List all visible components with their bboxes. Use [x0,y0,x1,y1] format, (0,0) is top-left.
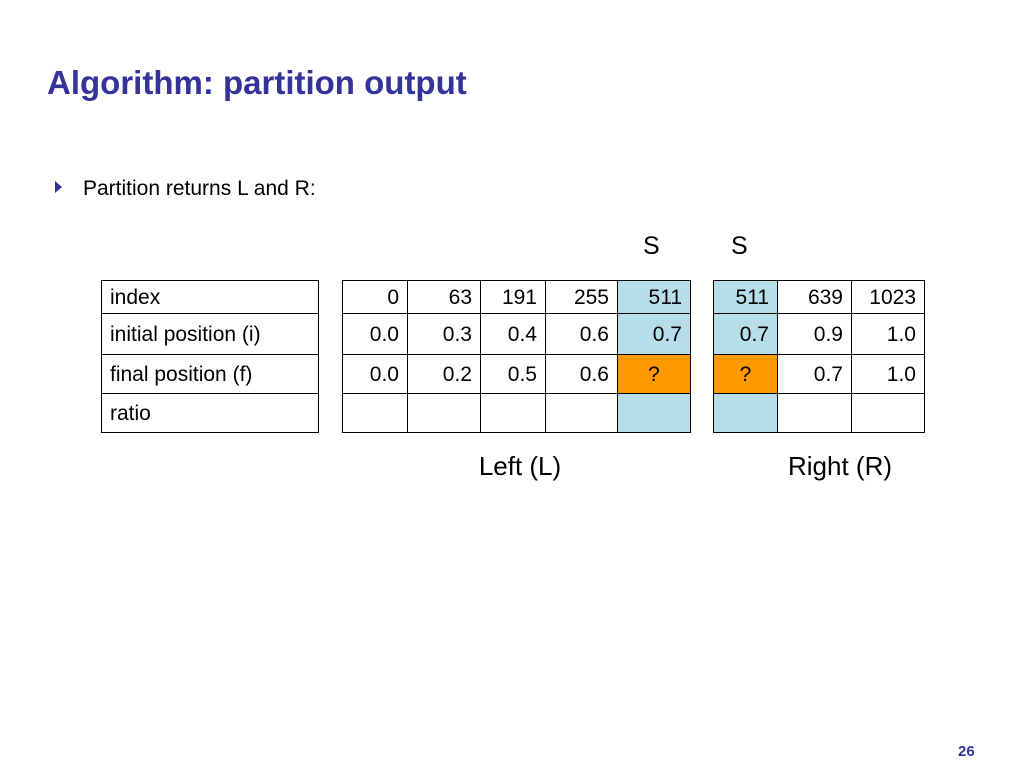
table-cell: 0.9 [777,313,852,355]
table-cell [480,393,546,433]
table-caption: Right (R) [787,451,893,481]
table-cell: 511 [617,280,691,314]
table-cell: ratio [101,393,319,433]
table-cell: final position (f) [101,354,319,394]
table-cell: 0.0 [342,354,408,394]
split-label: S [643,232,660,260]
bullet-icon [55,181,62,193]
table-cell: index [101,280,319,314]
table-cell: 1023 [851,280,925,314]
bullet-text: Partition returns L and R: [83,177,316,200]
table-cell: 0.3 [407,313,481,355]
table-cell [407,393,481,433]
table-cell [851,393,925,433]
table-cell [777,393,852,433]
table-cell: 1.0 [851,313,925,355]
table-cell: 0.6 [545,354,618,394]
table-cell: ? [617,354,691,394]
table-cell: 511 [713,280,778,314]
table-cell [342,393,408,433]
table-cell [617,393,691,433]
table-cell: 255 [545,280,618,314]
slide-title: Algorithm: partition output [47,64,467,101]
table-cell: ? [713,354,778,394]
table-cell: 0.4 [480,313,546,355]
table-cell: 639 [777,280,852,314]
table-cell: 0 [342,280,408,314]
table-cell: initial position (i) [101,313,319,355]
split-label: S [731,232,748,260]
table-cell: 0.5 [480,354,546,394]
table-cell: 1.0 [851,354,925,394]
page-number: 26 [958,743,975,760]
table-cell [713,393,778,433]
table-cell: 63 [407,280,481,314]
table-cell [545,393,618,433]
table-cell: 191 [480,280,546,314]
table-caption: Left (L) [478,451,562,481]
table-cell: 0.7 [713,313,778,355]
table-cell: 0.2 [407,354,481,394]
table-cell: 0.7 [777,354,852,394]
table-cell: 0.0 [342,313,408,355]
table-cell: 0.7 [617,313,691,355]
table-cell: 0.6 [545,313,618,355]
